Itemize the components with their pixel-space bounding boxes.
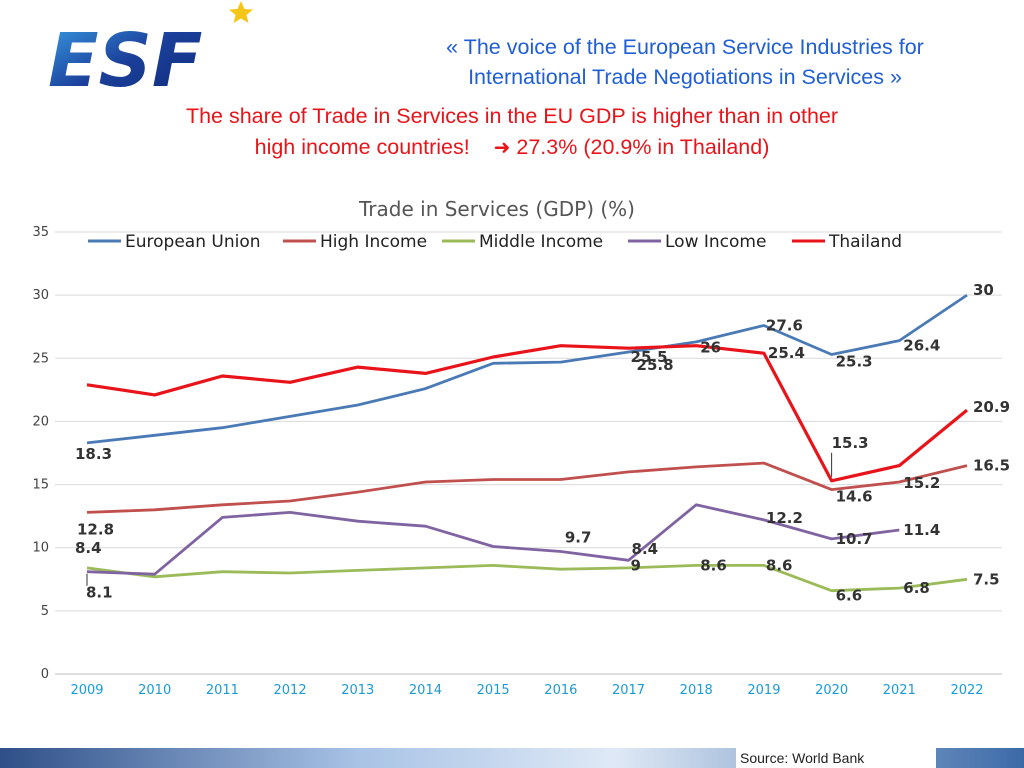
data-label: 16.5: [973, 457, 1010, 475]
data-label: 8.6: [700, 556, 727, 574]
x-tick-label: 2020: [815, 683, 848, 698]
data-label: 15.2: [903, 474, 940, 492]
legend-entry: High Income: [320, 232, 427, 252]
y-tick-label: 35: [32, 225, 49, 240]
data-label: 20.9: [973, 398, 1010, 416]
right-arrow-icon: ➜: [493, 137, 511, 159]
tagline-line-2: International Trade Negotiations in Serv…: [468, 65, 902, 89]
data-label: 25.3: [836, 352, 873, 370]
data-label: 11.4: [903, 521, 940, 539]
x-tick-label: 2012: [274, 683, 307, 698]
y-tick-label: 10: [32, 541, 49, 556]
data-label: 9.7: [565, 529, 592, 547]
data-label: 27.6: [766, 316, 803, 334]
headline-line-1: The share of Trade in Services in the EU…: [185, 104, 839, 128]
x-tick-label: 2022: [950, 683, 983, 698]
legend-entry: Middle Income: [479, 232, 603, 252]
data-label: 12.8: [77, 520, 114, 538]
y-tick-label: 0: [41, 667, 49, 682]
legend-entry: European Union: [125, 232, 261, 252]
y-tick-label: 25: [32, 351, 49, 366]
series-line: [86, 344, 969, 483]
data-label: 8.4: [632, 540, 659, 558]
data-label: 12.2: [766, 509, 803, 527]
y-tick-label: 5: [41, 604, 49, 619]
series-line: [86, 461, 968, 514]
x-tick-label: 2015: [477, 683, 510, 698]
x-tick-label: 2017: [612, 683, 645, 698]
y-tick-label: 15: [32, 478, 49, 493]
headline-line-2: high income countries! ➜ 27.3% (20.9% in…: [40, 132, 984, 164]
chart-title: Trade in Services (GDP) (%): [358, 197, 635, 221]
headline-line-2-b: 27.3% (20.9% in Thailand): [516, 135, 770, 159]
data-label: 6.6: [836, 587, 863, 605]
headline-line-2-a: high income countries!: [254, 135, 470, 159]
data-label: 25.4: [768, 344, 805, 362]
data-label: 26.4: [903, 337, 940, 355]
series-line: [86, 293, 968, 445]
data-label: 14.6: [836, 488, 873, 506]
x-tick-label: 2018: [680, 683, 713, 698]
data-label: 8.4: [75, 539, 102, 557]
source-note: Source: World Bank: [736, 748, 936, 768]
tagline: « The voice of the European Service Indu…: [380, 32, 990, 92]
y-tick-label: 20: [32, 414, 49, 429]
data-label: 10.7: [836, 530, 873, 548]
data-label: 30: [973, 281, 994, 299]
x-tick-label: 2010: [138, 683, 171, 698]
data-label: 7.5: [973, 570, 1000, 588]
x-tick-label: 2011: [206, 683, 239, 698]
trade-in-services-chart: Trade in Services (GDP) (%) 0 5 10 15 20 25 30 3…: [32, 197, 1010, 698]
x-tick-label: 2014: [409, 683, 442, 698]
x-tick-label: 2019: [747, 683, 780, 698]
data-label: 15.3: [832, 434, 869, 452]
data-label: 8.1: [86, 584, 113, 602]
legend-entry: Low Income: [665, 232, 766, 252]
x-tick-label: 2021: [883, 683, 916, 698]
data-label: 6.8: [903, 579, 930, 597]
data-label: 26: [700, 339, 721, 357]
legend-entry: Thailand: [828, 232, 902, 252]
series-line: [86, 563, 968, 593]
data-label: 9: [631, 556, 641, 574]
data-label: 25.5: [631, 348, 668, 366]
x-tick-label: 2013: [341, 683, 374, 698]
data-label: 25.8: [637, 356, 674, 374]
data-label: 8.6: [766, 556, 793, 574]
headline: The share of Trade in Services in the EU…: [40, 101, 984, 164]
x-tick-label: 2009: [70, 683, 103, 698]
data-label: 18.3: [75, 445, 112, 463]
esf-logo: ESF: [48, 1, 253, 100]
tagline-line-1: « The voice of the European Service Indu…: [446, 35, 924, 59]
x-tick-label: 2016: [544, 683, 577, 698]
star-icon: [229, 1, 253, 23]
series-line: [86, 503, 900, 576]
logo-text: ESF: [48, 18, 202, 100]
y-tick-label: 30: [32, 288, 49, 303]
